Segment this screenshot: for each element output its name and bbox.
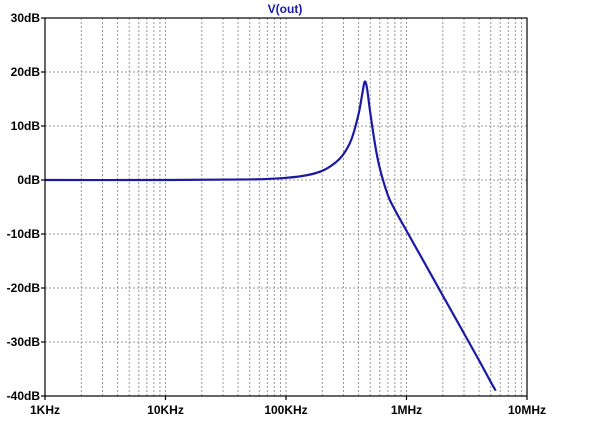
y-tick-label: 0dB xyxy=(17,173,40,187)
series-layer xyxy=(44,80,497,392)
y-tick-label: -30dB xyxy=(7,335,41,349)
y-tick-label: -10dB xyxy=(7,227,41,241)
y-tick-label: -20dB xyxy=(7,281,41,295)
series-line-vout xyxy=(44,80,497,392)
x-tick-label: 1KHz xyxy=(30,403,60,417)
y-tick-label: 10dB xyxy=(11,119,41,133)
x-tick-label: 10MHz xyxy=(508,403,546,417)
grid-lines xyxy=(45,18,527,396)
x-tick-label: 100KHz xyxy=(264,403,307,417)
y-tick-label: 30dB xyxy=(11,11,41,25)
y-tick-label: 20dB xyxy=(11,65,41,79)
chart-title: V(out) xyxy=(268,2,303,16)
x-tick-label: 10KHz xyxy=(147,403,184,417)
y-tick-label: -40dB xyxy=(7,389,41,403)
x-tick-label: 1MHz xyxy=(391,403,422,417)
